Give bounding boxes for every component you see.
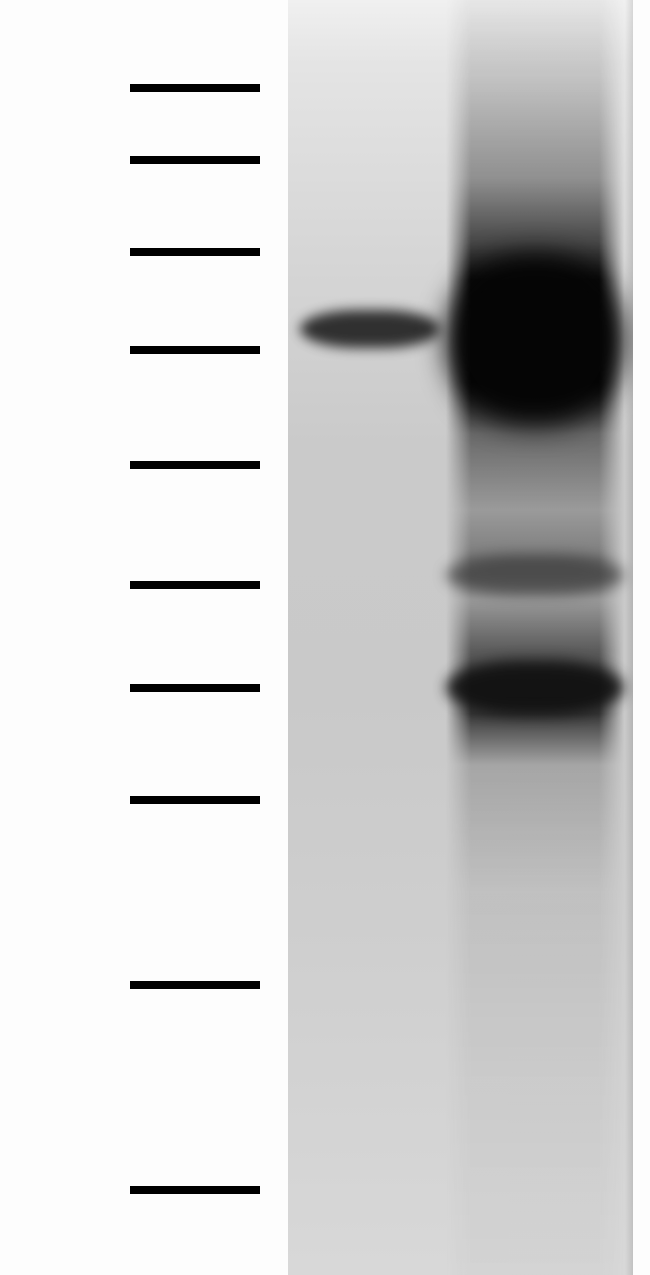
lane-smear — [446, 0, 624, 1275]
ladder-marker-tick — [130, 346, 260, 354]
lane-1 — [300, 0, 440, 1275]
gel-membrane — [288, 0, 633, 1275]
ladder-marker-tick — [130, 1186, 260, 1194]
gel-lanes — [288, 0, 633, 1275]
ladder-marker-tick — [130, 84, 260, 92]
ladder-marker-tick — [130, 581, 260, 589]
protein-band — [446, 255, 624, 425]
gel-right-edge-shadow — [625, 0, 633, 1275]
ladder-marker-tick — [130, 461, 260, 469]
lane-2 — [446, 0, 624, 1275]
protein-band — [446, 555, 624, 595]
ladder-marker-tick — [130, 248, 260, 256]
ladder-marker-tick — [130, 684, 260, 692]
ladder-marker-tick — [130, 981, 260, 989]
blot-figure: 17013010070554035251510 — [0, 0, 650, 1275]
protein-band — [446, 660, 624, 715]
ladder-marker-tick — [130, 796, 260, 804]
protein-band — [300, 310, 440, 348]
ladder-marker-tick — [130, 156, 260, 164]
